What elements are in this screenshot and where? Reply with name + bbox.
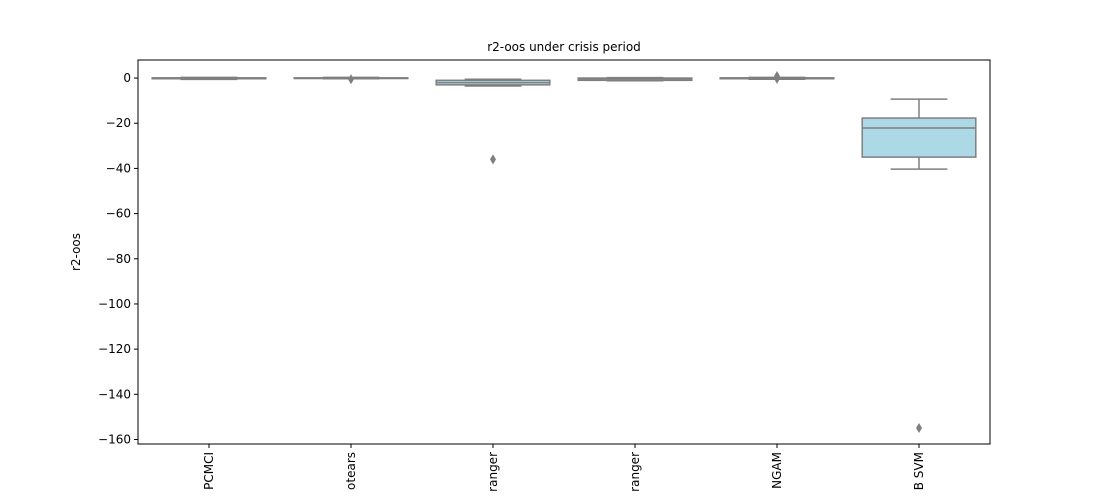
y-tick-label: −100 xyxy=(98,297,131,311)
chart-title: r2-oos under crisis period xyxy=(487,40,641,54)
x-tick-label: ranger xyxy=(628,452,642,492)
flier xyxy=(774,73,780,84)
x-tick-label: ranger xyxy=(486,452,500,492)
box xyxy=(861,117,977,158)
x-tick-label: NGAM xyxy=(770,452,784,489)
x-tick-label: B SVM xyxy=(912,452,926,490)
y-tick-label: −80 xyxy=(106,252,131,266)
flier xyxy=(916,422,922,433)
y-tick-label: −40 xyxy=(106,161,131,175)
y-tick-label: −160 xyxy=(98,432,131,446)
y-tick-label: 0 xyxy=(123,71,131,85)
y-tick-label: −120 xyxy=(98,342,131,356)
plot-frame xyxy=(137,59,991,445)
flier xyxy=(490,154,496,165)
y-tick-label: −140 xyxy=(98,387,131,401)
flier xyxy=(348,74,354,85)
y-tick-label: −60 xyxy=(106,207,131,221)
y-tick-label: −20 xyxy=(106,116,131,130)
y-axis-label: r2-oos xyxy=(69,233,83,271)
x-tick-label: otears xyxy=(344,452,358,490)
x-tick-label: PCMCI xyxy=(202,452,216,490)
